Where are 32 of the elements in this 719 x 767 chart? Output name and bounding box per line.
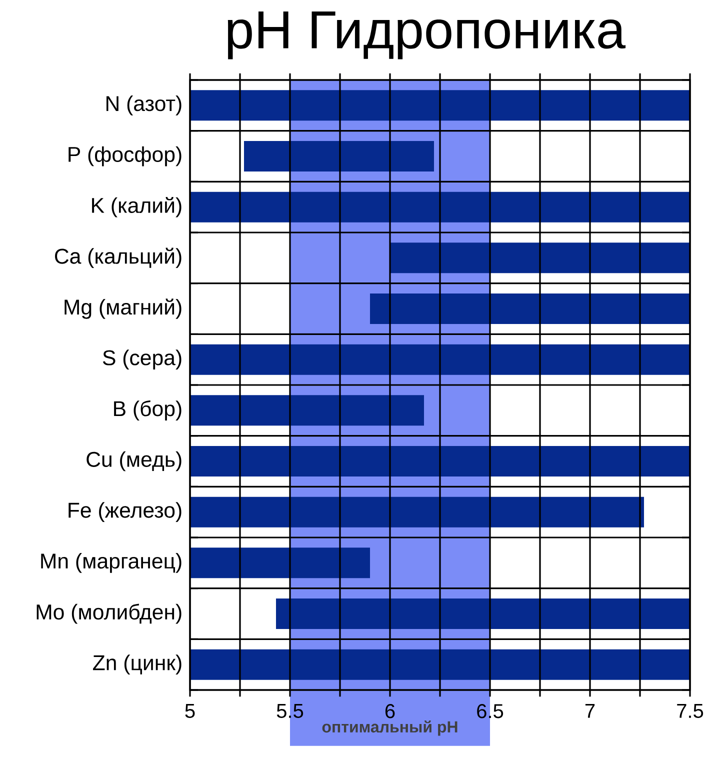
x-tick-label: 7.5 <box>677 704 704 718</box>
bar <box>190 395 424 426</box>
y-tick-label: Mo (молибден) <box>36 604 182 624</box>
bar <box>244 141 434 172</box>
x-tick-label: 5 <box>185 704 195 718</box>
y-tick-label: Zn (цинк) <box>93 654 182 675</box>
bar <box>190 496 644 528</box>
y-tick-label: Cu (медь) <box>86 451 182 472</box>
bar <box>190 344 690 375</box>
x-tick-label: 5.5 <box>276 704 304 718</box>
bar <box>190 446 690 477</box>
bar <box>190 192 690 222</box>
y-tick-label: N (азот) <box>106 95 182 116</box>
bar <box>370 294 690 324</box>
y-tick-label: Mn (марганец) <box>41 552 182 573</box>
y-tick-label: Ca (кальций) <box>55 248 182 268</box>
x-tick-label: 7 <box>585 704 595 718</box>
y-tick-label: S (сера) <box>102 350 182 370</box>
bar <box>276 598 690 630</box>
y-tick-label: P (фосфор) <box>68 146 182 166</box>
x-tick-label: 6.5 <box>477 704 504 718</box>
bar <box>390 242 690 274</box>
y-tick-label: Fe (железо) <box>68 502 182 522</box>
band-label: оптимальный pH <box>322 720 458 736</box>
y-tick-label: Mg (магний) <box>64 298 182 319</box>
bar <box>190 90 690 121</box>
y-tick-label: B (бор) <box>114 400 182 420</box>
chart-title: pH Гидропоника <box>228 12 626 60</box>
bar <box>190 548 370 578</box>
x-tick-label: 6 <box>385 704 395 718</box>
bar <box>190 649 690 680</box>
y-tick-label: K (калий) <box>92 196 182 218</box>
